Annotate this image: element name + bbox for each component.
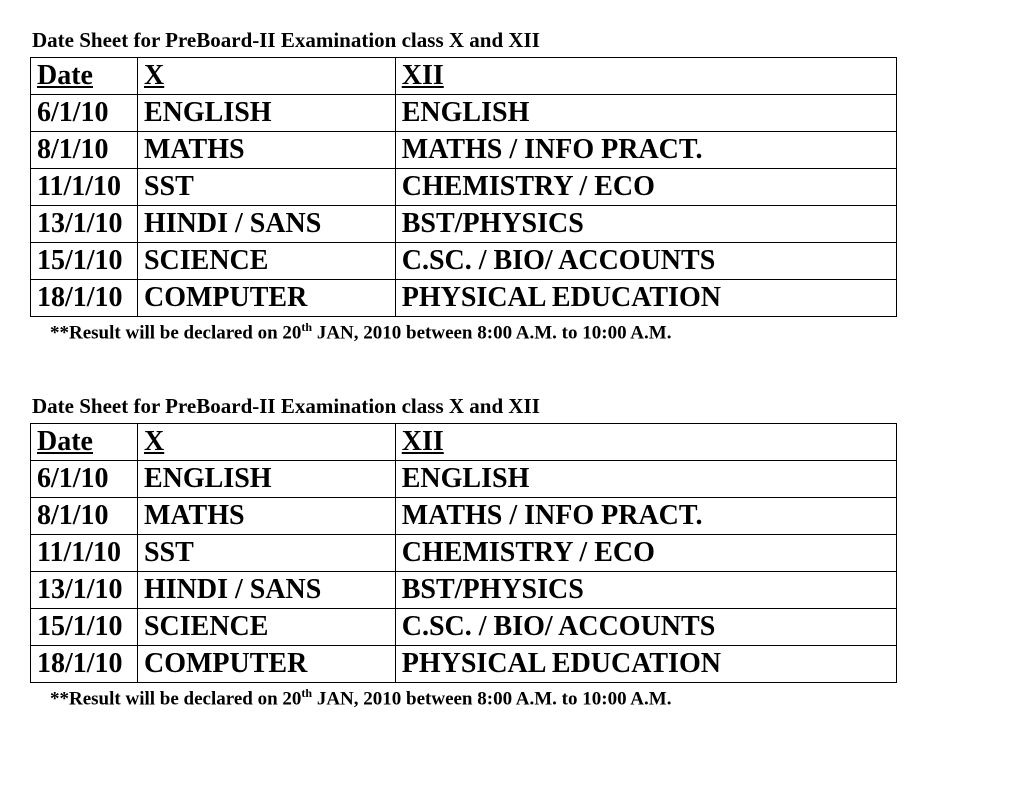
cell-date: 18/1/10: [31, 280, 138, 317]
datesheet-section-1: Date Sheet for PreBoard-II Examination c…: [30, 28, 990, 344]
footnote-suffix: JAN, 2010 between 8:00 A.M. to 10:00 A.M…: [312, 689, 671, 710]
table-row: 13/1/10 HINDI / SANS BST/PHYSICS: [31, 572, 897, 609]
cell-xii: ENGLISH: [395, 95, 896, 132]
cell-xii: MATHS / INFO PRACT.: [395, 498, 896, 535]
table-row: 11/1/10 SST CHEMISTRY / ECO: [31, 169, 897, 206]
footnote-suffix: JAN, 2010 between 8:00 A.M. to 10:00 A.M…: [312, 322, 671, 343]
table-row: 8/1/10 MATHS MATHS / INFO PRACT.: [31, 132, 897, 169]
footnote-prefix: **Result will be declared on 20: [50, 322, 301, 343]
cell-x: HINDI / SANS: [137, 206, 395, 243]
section-title: Date Sheet for PreBoard-II Examination c…: [30, 394, 990, 419]
cell-date: 8/1/10: [31, 498, 138, 535]
cell-x: SCIENCE: [137, 609, 395, 646]
cell-date: 6/1/10: [31, 461, 138, 498]
table-row: 11/1/10 SST CHEMISTRY / ECO: [31, 535, 897, 572]
exam-table: Date X XII 6/1/10 ENGLISH ENGLISH 8/1/10…: [30, 57, 897, 317]
cell-date: 15/1/10: [31, 243, 138, 280]
cell-date: 18/1/10: [31, 646, 138, 683]
cell-date: 13/1/10: [31, 206, 138, 243]
cell-xii: C.SC. / BIO/ ACCOUNTS: [395, 609, 896, 646]
cell-date: 8/1/10: [31, 132, 138, 169]
cell-xii: ENGLISH: [395, 461, 896, 498]
cell-xii: PHYSICAL EDUCATION: [395, 280, 896, 317]
table-header-row: Date X XII: [31, 58, 897, 95]
header-xii: XII: [395, 58, 896, 95]
cell-xii: BST/PHYSICS: [395, 572, 896, 609]
cell-xii: MATHS / INFO PRACT.: [395, 132, 896, 169]
table-row: 18/1/10 COMPUTER PHYSICAL EDUCATION: [31, 280, 897, 317]
header-date: Date: [31, 424, 138, 461]
header-x: X: [137, 424, 395, 461]
cell-x: COMPUTER: [137, 646, 395, 683]
result-footnote: **Result will be declared on 20th JAN, 2…: [30, 686, 990, 710]
table-row: 18/1/10 COMPUTER PHYSICAL EDUCATION: [31, 646, 897, 683]
table-row: 13/1/10 HINDI / SANS BST/PHYSICS: [31, 206, 897, 243]
cell-x: SCIENCE: [137, 243, 395, 280]
table-header-row: Date X XII: [31, 424, 897, 461]
cell-x: SST: [137, 169, 395, 206]
cell-date: 15/1/10: [31, 609, 138, 646]
table-row: 6/1/10 ENGLISH ENGLISH: [31, 461, 897, 498]
table-row: 15/1/10 SCIENCE C.SC. / BIO/ ACCOUNTS: [31, 609, 897, 646]
result-footnote: **Result will be declared on 20th JAN, 2…: [30, 320, 990, 344]
cell-x: SST: [137, 535, 395, 572]
cell-x: MATHS: [137, 498, 395, 535]
exam-table: Date X XII 6/1/10 ENGLISH ENGLISH 8/1/10…: [30, 423, 897, 683]
header-xii: XII: [395, 424, 896, 461]
table-row: 8/1/10 MATHS MATHS / INFO PRACT.: [31, 498, 897, 535]
cell-date: 13/1/10: [31, 572, 138, 609]
cell-x: COMPUTER: [137, 280, 395, 317]
cell-xii: BST/PHYSICS: [395, 206, 896, 243]
cell-xii: CHEMISTRY / ECO: [395, 169, 896, 206]
cell-xii: PHYSICAL EDUCATION: [395, 646, 896, 683]
cell-date: 11/1/10: [31, 535, 138, 572]
table-row: 15/1/10 SCIENCE C.SC. / BIO/ ACCOUNTS: [31, 243, 897, 280]
footnote-prefix: **Result will be declared on 20: [50, 689, 301, 710]
footnote-sup: th: [301, 320, 312, 334]
section-title: Date Sheet for PreBoard-II Examination c…: [30, 28, 990, 53]
datesheet-section-2: Date Sheet for PreBoard-II Examination c…: [30, 394, 990, 710]
table-row: 6/1/10 ENGLISH ENGLISH: [31, 95, 897, 132]
cell-xii: C.SC. / BIO/ ACCOUNTS: [395, 243, 896, 280]
cell-x: ENGLISH: [137, 95, 395, 132]
header-x: X: [137, 58, 395, 95]
header-date: Date: [31, 58, 138, 95]
cell-xii: CHEMISTRY / ECO: [395, 535, 896, 572]
cell-x: HINDI / SANS: [137, 572, 395, 609]
cell-x: ENGLISH: [137, 461, 395, 498]
cell-x: MATHS: [137, 132, 395, 169]
cell-date: 6/1/10: [31, 95, 138, 132]
footnote-sup: th: [301, 686, 312, 700]
cell-date: 11/1/10: [31, 169, 138, 206]
